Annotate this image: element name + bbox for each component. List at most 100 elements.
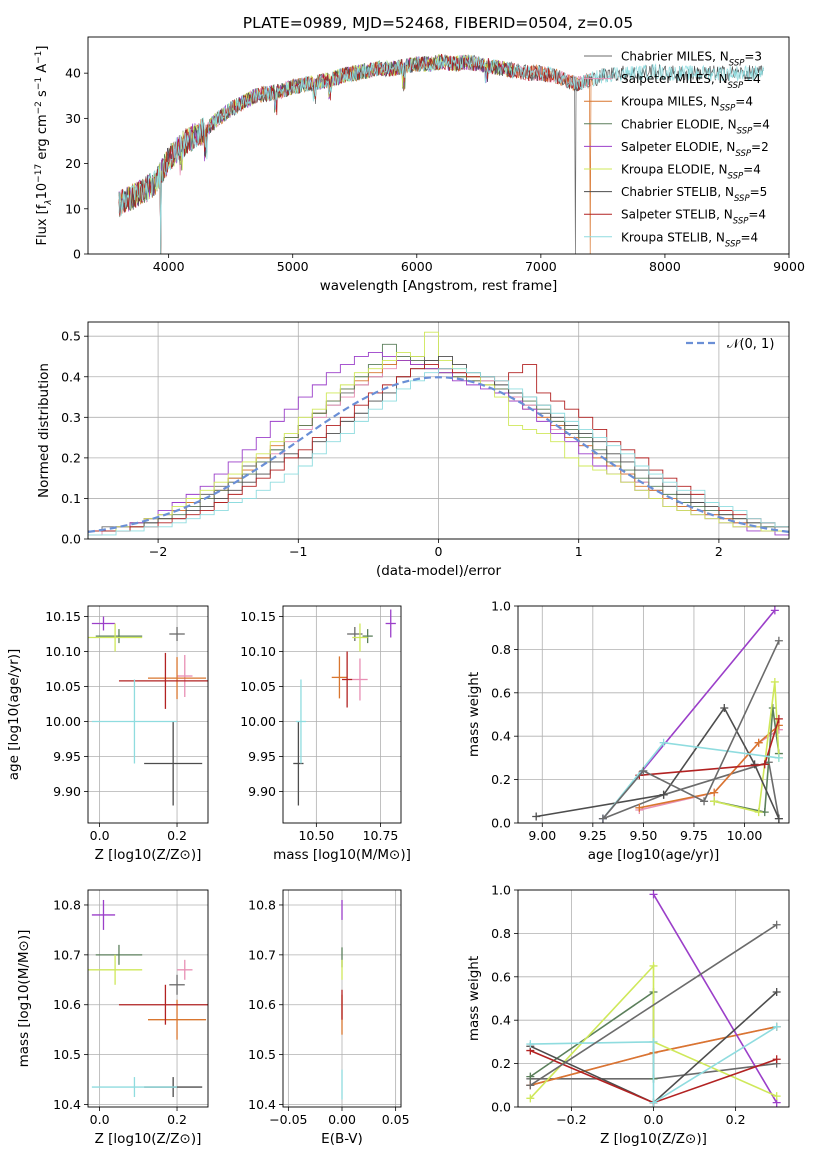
- plot-area: [118, 53, 765, 254]
- histogram-step: [88, 368, 789, 539]
- y-tick-label: 10.10: [240, 644, 276, 659]
- spectrum-line: [118, 54, 591, 254]
- x-tick-label: 7000: [525, 259, 557, 274]
- weight-marker: [772, 1055, 781, 1064]
- normal-curve: [88, 376, 789, 533]
- y-axis-label: Flux [fλ10−17 erg cm−2 s−1 A−1]: [34, 46, 54, 246]
- y-tick-label: 0.4: [61, 369, 81, 384]
- x-tick-label: 10.50: [298, 828, 334, 843]
- y-tick-label: 10.10: [45, 644, 81, 659]
- y-tick-label: 10.05: [45, 679, 81, 694]
- y-tick-label: 10.00: [240, 714, 276, 729]
- weight-line: [652, 893, 778, 1104]
- weight-line: [529, 990, 655, 1079]
- weight-marker: [639, 766, 648, 775]
- x-tick-label: 0.00: [328, 1112, 356, 1127]
- weight-line: [602, 761, 780, 820]
- plot-area: [88, 616, 208, 806]
- axes-frame: [282, 605, 402, 824]
- weight-marker: [598, 814, 607, 823]
- x-tick-label: 6000: [401, 259, 433, 274]
- weight-marker: [774, 814, 783, 823]
- weight-marker: [772, 1022, 781, 1031]
- y-tick-label: 0.0: [61, 532, 81, 547]
- weight-marker: [700, 797, 709, 806]
- x-tick-label: 9.75: [680, 828, 708, 843]
- panel-3: 0.0 0.2 9.90 9.95 10.00 10.05 10.10 10.15 Z [log…: [6, 605, 209, 863]
- weight-marker: [649, 1098, 658, 1107]
- axes-frame: [87, 889, 209, 1108]
- x-tick-label: −0.05: [269, 1112, 307, 1127]
- weight-marker: [532, 812, 541, 821]
- x-tick-label: 10.75: [363, 828, 399, 843]
- legend: 𝒩(0, 1): [686, 337, 774, 352]
- x-axis-label: Z [log10(Z/Z⊙)]: [600, 1131, 707, 1147]
- axes-frame: [87, 36, 790, 255]
- y-tick-label: 10.6: [53, 997, 81, 1012]
- y-tick-label: 1.0: [491, 599, 511, 614]
- legend-label: Salpeter STELIB, NSSP=4: [621, 208, 766, 227]
- x-tick-label: 0.2: [167, 1112, 187, 1127]
- legend-label: Kroupa MILES, NSSP=4: [621, 95, 753, 114]
- y-tick-label: 10.5: [248, 1047, 276, 1062]
- y-tick-label: 20: [65, 156, 81, 171]
- legend-label: Chabrier STELIB, NSSP=5: [621, 185, 767, 204]
- weight-marker: [754, 738, 763, 747]
- x-tick-label: 1: [575, 544, 583, 559]
- weight-marker: [772, 920, 781, 929]
- axes-frame: [282, 889, 402, 1108]
- y-tick-label: 1.0: [491, 883, 511, 898]
- histogram-step: [88, 356, 789, 539]
- x-tick-label: 10.00: [727, 828, 763, 843]
- panel-8: −0.2 0.0 0.2 0.0 0.2 0.4 0.6 0.8 1.0 Z [log10(Z/Z…: [466, 883, 790, 1147]
- y-tick-label: 10.7: [53, 947, 81, 962]
- weight-marker: [659, 790, 668, 799]
- y-tick-label: 30: [65, 111, 81, 126]
- weight-marker: [659, 738, 668, 747]
- weight-marker: [649, 1037, 658, 1046]
- y-tick-label: 40: [65, 66, 81, 81]
- weight-marker: [772, 987, 781, 996]
- legend-label: Kroupa ELODIE, NSSP=4: [621, 163, 761, 182]
- spectrum-line: [118, 53, 591, 254]
- page-title: PLATE=0989, MJD=52468, FIBERID=0504, z=0…: [243, 14, 633, 32]
- weight-marker: [770, 606, 779, 615]
- y-tick-label: 0.0: [491, 1100, 511, 1115]
- x-axis-label: mass [log10(M/M⊙)]: [273, 847, 411, 863]
- y-tick-label: 0.0: [491, 816, 511, 831]
- x-axis-label: (data-model)/error: [376, 563, 502, 579]
- x-axis-label: Z [log10(Z/Z⊙)]: [95, 1131, 202, 1147]
- x-tick-label: 9000: [773, 259, 805, 274]
- x-axis-label: age [log10(age/yr)]: [588, 847, 720, 863]
- y-tick-label: 0.6: [491, 685, 511, 700]
- y-axis-label: mass weight: [466, 672, 482, 757]
- y-tick-label: 10.8: [248, 897, 276, 912]
- grid: [283, 606, 401, 823]
- weight-marker: [526, 1040, 535, 1049]
- y-tick-label: 9.90: [248, 784, 276, 799]
- y-tick-label: 10.15: [240, 609, 276, 624]
- x-axis-label: E(B-V): [321, 1131, 363, 1147]
- weight-line: [602, 640, 780, 820]
- y-tick-label: 9.95: [53, 749, 81, 764]
- y-tick-label: 10: [65, 201, 81, 216]
- y-tick-label: 10.4: [53, 1097, 81, 1112]
- panel-2: −2 −1 0 1 2 0.0 0.1 0.2 0.3 0.4 0.5 (data-model)/er…: [36, 321, 790, 579]
- weight-line: [536, 706, 780, 820]
- x-tick-label: 9.00: [528, 828, 556, 843]
- panel-4: 10.50 10.75 9.90 9.95 10.00 10.05 10.10 10.15 ma…: [240, 605, 411, 863]
- weight-marker: [635, 803, 644, 812]
- y-tick-label: 9.90: [53, 784, 81, 799]
- weight-marker: [774, 714, 783, 723]
- x-tick-label: −0.2: [556, 1112, 586, 1127]
- y-tick-label: 0.5: [61, 329, 81, 344]
- grid: [88, 890, 208, 1107]
- x-tick-label: 0.0: [644, 1112, 664, 1127]
- histogram-step: [88, 331, 789, 539]
- spectrum-line: [118, 54, 591, 254]
- x-tick-label: 0.0: [90, 828, 110, 843]
- y-tick-label: 0.8: [491, 926, 511, 941]
- x-tick-label: 0.05: [382, 1112, 410, 1127]
- weight-marker: [710, 797, 719, 806]
- y-tick-label: 0.2: [491, 1056, 511, 1071]
